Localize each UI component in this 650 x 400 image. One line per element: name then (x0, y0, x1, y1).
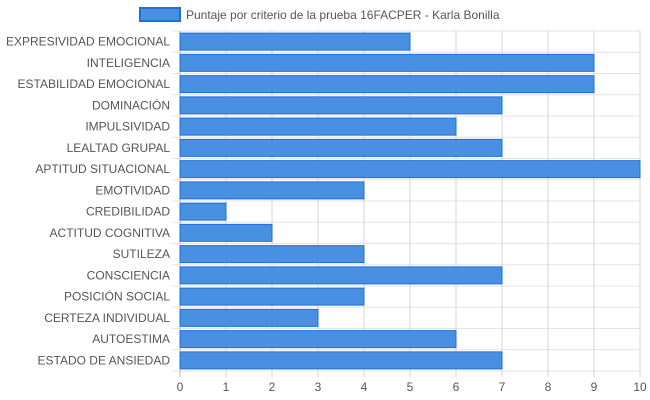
bar[interactable] (179, 245, 365, 264)
bars (179, 32, 641, 370)
x-tick-label: 3 (315, 380, 322, 394)
x-tick-label: 1 (223, 380, 230, 394)
bar[interactable] (179, 202, 227, 221)
x-tick-label: 4 (361, 380, 368, 394)
bar[interactable] (179, 330, 457, 349)
category-labels: EXPRESIVIDAD EMOCIONAL INTELIGENCIA ESTABI… (6, 35, 170, 368)
bar[interactable] (179, 287, 365, 306)
x-tick-label: 7 (499, 380, 506, 394)
bar[interactable] (179, 266, 503, 285)
category-label: EXPRESIVIDAD EMOCIONAL (6, 35, 170, 49)
category-label: CONSCIENCIA (87, 268, 170, 282)
bar[interactable] (179, 181, 365, 200)
x-tick-label: 6 (453, 380, 460, 394)
legend[interactable]: Puntaje por criterio de la prueba 16FACP… (139, 7, 500, 22)
category-label: POSICIÓN SOCIAL (64, 289, 170, 304)
bar[interactable] (179, 223, 273, 242)
bar[interactable] (179, 32, 411, 51)
bar[interactable] (179, 351, 503, 370)
category-label: APTITUD SITUACIONAL (35, 162, 170, 176)
category-label: INTELIGENCIA (87, 56, 170, 70)
legend-label: Puntaje por criterio de la prueba 16FACP… (186, 8, 500, 22)
bar[interactable] (179, 53, 595, 72)
x-tick-label: 10 (633, 380, 647, 394)
category-label: LEALTAD GRUPAL (67, 141, 171, 155)
category-label: ESTADO DE ANSIEDAD (38, 353, 171, 367)
x-tick-label: 9 (591, 380, 598, 394)
x-tick-label: 2 (269, 380, 276, 394)
category-label: SUTILEZA (113, 247, 170, 261)
x-tick-label: 0 (177, 380, 184, 394)
category-label: ESTABILIDAD EMOCIONAL (18, 77, 171, 91)
bar[interactable] (179, 308, 319, 327)
bar[interactable] (179, 138, 503, 157)
legend-swatch (139, 7, 181, 22)
x-tick-label: 5 (407, 380, 414, 394)
category-label: DOMINACIÓN (92, 97, 170, 112)
category-label: CREDIBILIDAD (86, 205, 170, 219)
bar[interactable] (179, 117, 457, 136)
bar[interactable] (179, 160, 641, 179)
bar[interactable] (179, 96, 503, 115)
category-label: AUTOESTIMA (92, 332, 170, 346)
category-label: EMOTIVIDAD (95, 183, 170, 197)
bar[interactable] (179, 75, 595, 94)
category-label: IMPULSIVIDAD (85, 120, 170, 134)
category-label: ACTITUD COGNITIVA (50, 226, 170, 240)
x-tick-labels: 0 1 2 3 4 5 6 7 8 9 10 (177, 380, 647, 394)
x-tick-label: 8 (545, 380, 552, 394)
category-label: CERTEZA INDIVIDUAL (44, 311, 170, 325)
